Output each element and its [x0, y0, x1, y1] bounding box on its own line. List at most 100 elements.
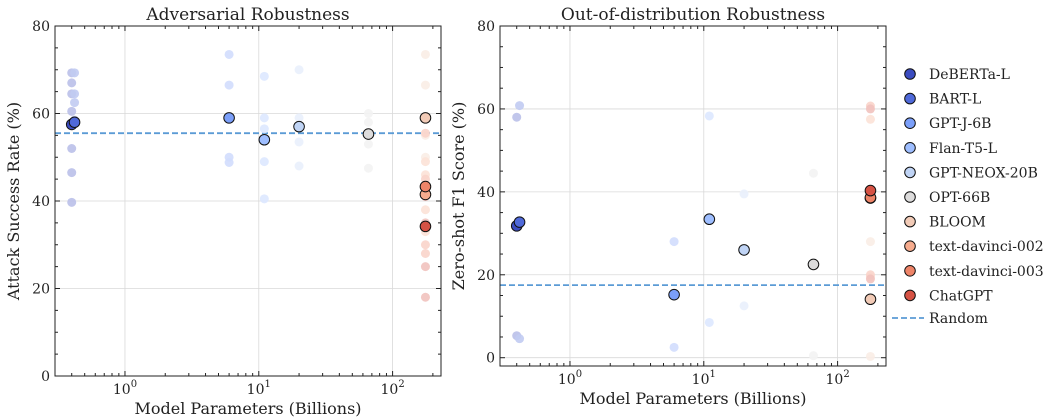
data-point	[419, 220, 432, 233]
legend-label: BART-L	[929, 92, 981, 108]
legend-marker	[904, 215, 916, 228]
data-point	[738, 244, 750, 256]
legend-label: ChatGPT	[929, 288, 993, 304]
legend-marker	[904, 117, 916, 129]
legend-marker	[904, 240, 916, 252]
task-point	[259, 124, 269, 134]
task-point	[363, 139, 373, 149]
task-point	[67, 197, 77, 207]
legend-label: text-davinci-003	[929, 264, 1044, 280]
task-point	[808, 168, 818, 178]
data-point	[223, 112, 235, 124]
legend-marker	[904, 92, 916, 105]
chart-panel-1: 0 20 40 60 80 100 101 102 Adversarial Robustness…	[4, 5, 442, 418]
task-point	[865, 351, 875, 361]
legend: DeBERTa-L BART-L GPT-J-6B Flan-T5-L GPT-NEOX…	[892, 67, 1044, 327]
chart-title: Out-of-distribution Robustness	[561, 5, 825, 25]
legend-label: DeBERTa-L	[929, 67, 1010, 83]
legend-marker	[904, 191, 916, 203]
task-point	[704, 111, 714, 121]
x-axis-label: Model Parameters (Billions)	[579, 389, 806, 408]
task-point	[259, 157, 269, 167]
x-tick-label: 100	[113, 379, 137, 398]
task-point	[669, 237, 679, 247]
task-point	[259, 113, 269, 123]
y-tick-label: 60	[477, 102, 495, 118]
task-point	[739, 301, 749, 311]
y-tick-label: 0	[41, 369, 50, 385]
x-tick-label: 101	[247, 379, 271, 398]
task-point	[420, 262, 430, 272]
y-tick-label: 80	[477, 19, 495, 35]
task-point	[259, 71, 269, 81]
task-point	[704, 317, 714, 327]
data-point	[419, 180, 432, 193]
task-point	[420, 249, 430, 258]
task-point	[224, 49, 234, 59]
task-point	[420, 157, 430, 167]
y-axis-label: Zero-shot F1 Score (%)	[449, 102, 468, 291]
task-point	[294, 65, 304, 75]
y-tick-label: 20	[477, 268, 495, 284]
x-tick-label: 102	[825, 369, 849, 388]
task-point	[224, 80, 234, 90]
data-point	[513, 216, 526, 228]
x-axis-label: Model Parameters (Billions)	[134, 399, 361, 418]
legend-label: Random	[929, 311, 988, 327]
task-point	[865, 114, 875, 124]
chart-title: Adversarial Robustness	[145, 5, 349, 25]
task-point	[515, 101, 525, 111]
task-point	[739, 189, 749, 199]
chart-panel-2: 0 20 40 60 80 100 101 102 Out-of-distribution Ro…	[449, 5, 887, 408]
task-point	[363, 163, 373, 173]
legend-label: Flan-T5-L	[929, 141, 997, 157]
task-point	[70, 68, 80, 78]
task-point	[363, 109, 373, 118]
data-point	[668, 288, 680, 301]
task-point	[70, 98, 80, 108]
task-point	[67, 144, 77, 153]
task-point	[420, 128, 430, 138]
legend-marker	[904, 166, 916, 179]
legend-marker	[904, 265, 916, 277]
task-point	[420, 49, 430, 59]
data-point	[807, 258, 820, 271]
y-tick-label: 0	[486, 351, 495, 367]
task-point	[420, 240, 430, 250]
y-tick-label: 40	[32, 194, 50, 210]
data-point	[362, 128, 375, 140]
task-point	[224, 158, 234, 167]
legend-label: text-davinci-002	[929, 239, 1044, 255]
task-point	[363, 117, 373, 127]
legend-label: BLOOM	[929, 215, 986, 231]
y-axis-label: Attack Success Rate (%)	[4, 102, 23, 301]
task-point	[669, 342, 679, 352]
task-point	[420, 292, 430, 302]
y-tick-label: 40	[477, 185, 495, 201]
task-point	[259, 194, 269, 204]
data-point	[293, 120, 305, 133]
x-tick-label: 100	[558, 369, 582, 388]
data-point	[258, 133, 271, 146]
data-point	[68, 116, 81, 129]
task-point	[865, 104, 875, 114]
data-point	[864, 184, 877, 197]
axes-frame	[499, 25, 887, 367]
task-point	[420, 80, 430, 90]
legend-marker	[904, 142, 916, 154]
x-tick-label: 102	[380, 379, 404, 398]
task-point	[865, 274, 875, 284]
data-point	[864, 293, 877, 306]
legend-marker	[904, 289, 916, 302]
task-point	[67, 78, 77, 88]
y-tick-label: 60	[32, 107, 50, 123]
legend-label: OPT-66B	[929, 190, 990, 206]
task-point	[67, 106, 77, 116]
x-tick-label: 101	[692, 369, 716, 388]
task-point	[294, 161, 304, 171]
y-tick-label: 80	[32, 19, 50, 35]
task-point	[67, 168, 77, 178]
task-point	[512, 112, 522, 122]
task-point	[294, 113, 304, 123]
